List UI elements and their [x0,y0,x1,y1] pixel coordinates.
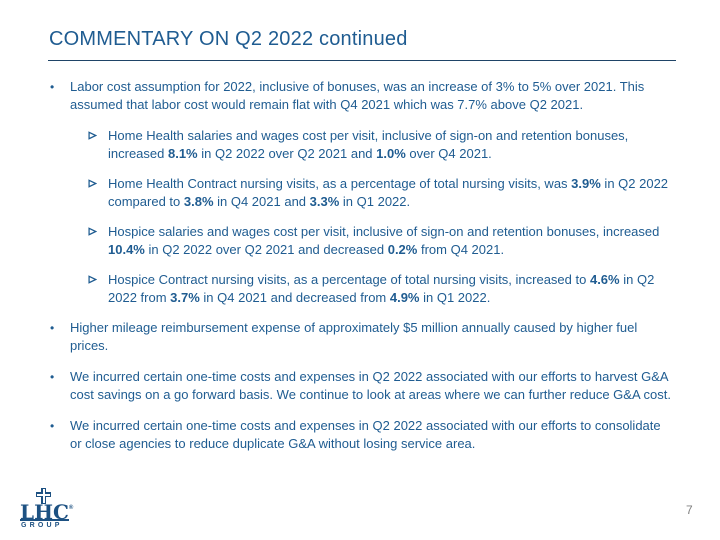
page-number: 7 [686,503,693,517]
bullet-text: Hospice Contract nursing visits, as a pe… [108,272,655,305]
sub-bullet-item: Home Health salaries and wages cost per … [88,127,672,163]
logo-wordmark: LHC® [20,498,73,522]
arrowhead-bullet-icon [88,223,108,259]
bullet-item: • We incurred certain one-time costs and … [50,368,672,404]
bullet-text: Labor cost assumption for 2022, inclusiv… [70,79,645,112]
bullet-text: We incurred certain one-time costs and e… [70,369,671,402]
registered-trademark-symbol: ® [68,505,74,511]
arrowhead-bullet-icon [88,127,108,163]
title-divider [48,60,676,61]
bullet-item: • We incurred certain one-time costs and … [50,417,672,453]
bullet-item: • Higher mileage reimbursement expense of… [50,319,672,355]
dot-bullet-icon: • [50,370,55,384]
arrowhead-bullet-icon [88,175,108,211]
sub-bullet-item: Hospice salaries and wages cost per visi… [88,223,672,259]
logo-subtext: GROUP [21,522,63,529]
dot-bullet-icon: • [50,419,55,433]
bullet-text: Hospice salaries and wages cost per visi… [108,224,660,257]
bullet-item: • Labor cost assumption for 2022, inclusi… [50,78,672,114]
bullet-text: Home Health salaries and wages cost per … [108,128,629,161]
sub-bullet-item: Home Health Contract nursing visits, as … [88,175,672,211]
logo-divider [20,519,69,521]
lhc-group-logo: LHC® GROUP [20,488,74,530]
slide-title: COMMENTARY ON Q2 2022 continued [49,28,408,50]
bullet-text: Home Health Contract nursing visits, as … [108,176,669,209]
logo-wordmark-text: LHC [20,500,69,524]
bullet-text: We incurred certain one-time costs and e… [70,418,661,451]
medical-cross-icon [36,488,51,504]
dot-bullet-icon: • [50,80,55,94]
sub-bullet-item: Hospice Contract nursing visits, as a pe… [88,271,672,307]
arrowhead-bullet-icon [88,271,108,307]
dot-bullet-icon: • [50,321,55,335]
bullet-list: • Labor cost assumption for 2022, inclusi… [50,78,672,466]
bullet-text: Higher mileage reimbursement expense of … [70,320,638,353]
